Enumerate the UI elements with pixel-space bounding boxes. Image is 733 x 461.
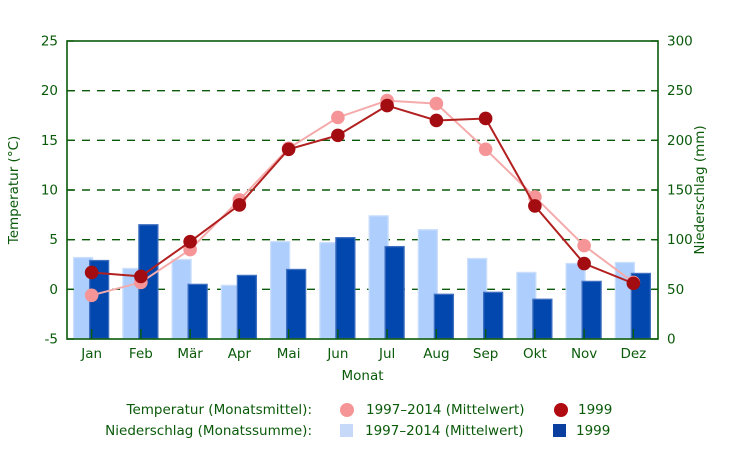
temp-point-1999 (183, 234, 197, 249)
temp-point-1999 (134, 269, 148, 284)
precip-bar-1999 (335, 237, 356, 340)
x-tick-label: Feb (129, 346, 153, 362)
temp-point-mean (429, 96, 444, 111)
y-tick-label-right: 100 (667, 232, 693, 248)
precip-bar-1999 (581, 280, 602, 340)
y-tick-label-right: 200 (667, 133, 693, 149)
legend-marker-temp-1999-icon (554, 402, 568, 417)
temp-point-1999 (84, 265, 99, 280)
y-tick-label-left: 15 (41, 133, 58, 149)
x-tick-label: Dez (620, 346, 646, 362)
y-tick-label-left: 10 (41, 183, 58, 199)
y-tick-label-left: -5 (45, 332, 58, 348)
legend-temp-1999-text: 1999 (578, 401, 613, 418)
x-tick-label: Jun (326, 346, 348, 362)
x-tick-label: Mai (277, 346, 301, 362)
legend-temp-mean-text: 1997–2014 (Mittelwert) (366, 401, 525, 418)
y-tick-label-right: 250 (667, 83, 693, 99)
y-tick-label-left: 5 (49, 232, 58, 248)
x-tick-label: Apr (228, 346, 252, 362)
temp-point-mean (84, 288, 99, 303)
temp-axis-title: Temperatur (°C) (6, 136, 22, 246)
temp-point-mean (331, 110, 345, 125)
legend-precip-mean-text: 1997–2014 (Mittelwert) (365, 422, 524, 439)
legend-marker-temp-mean-icon (340, 402, 354, 417)
precip-bar-1999 (236, 274, 258, 340)
precip-bar-1999 (532, 298, 553, 340)
temp-point-mean (577, 238, 591, 253)
legend-row-precipitation: Niederschlag (Monatssumme): 1997–2014 (M… (0, 420, 733, 441)
temp-point-1999 (232, 198, 247, 212)
x-tick-label: Jan (80, 346, 102, 362)
y-tick-label-left: 0 (49, 282, 58, 298)
y-tick-label-right: 150 (667, 183, 693, 199)
temp-point-1999 (528, 199, 542, 213)
x-tick-label: Aug (423, 346, 449, 362)
x-tick-label: Sep (473, 346, 498, 362)
legend: Temperatur (Monatsmittel): 1997–2014 (Mi… (0, 399, 733, 441)
temp-point-1999 (331, 128, 345, 143)
legend-marker-precip-mean-icon (340, 424, 353, 437)
legend-precip-1999-text: 1999 (576, 422, 611, 439)
x-tick-label: Nov (571, 346, 597, 362)
plot-border (66, 40, 659, 340)
y-tick-label-left: 20 (41, 83, 58, 99)
temp-point-mean (478, 142, 493, 157)
legend-temp-label: Temperatur (Monatsmittel): (126, 401, 313, 418)
legend-row-temperature: Temperatur (Monatsmittel): 1997–2014 (Mi… (0, 399, 733, 420)
y-tick-label-right: 50 (667, 282, 684, 298)
temp-point-1999 (380, 98, 394, 113)
legend-precip-label: Niederschlag (Monatssumme): (105, 422, 312, 439)
temp-point-1999 (626, 276, 641, 291)
precip-bar-1999 (433, 293, 455, 340)
y-tick-label-left: 25 (41, 34, 58, 50)
x-tick-label: Okt (523, 346, 547, 362)
temp-point-1999 (281, 142, 296, 157)
x-axis-title: Monat (341, 368, 383, 384)
precip-bar-1999 (187, 283, 208, 340)
precip-bar-1999 (285, 268, 307, 340)
temp-line-1999 (91, 104, 634, 285)
x-tick-label: Jul (378, 346, 395, 362)
temp-line-mean (91, 99, 634, 297)
x-tick-label: Mär (177, 346, 203, 362)
temp-point-1999 (478, 111, 493, 126)
precip-bar-1999 (384, 245, 405, 340)
y-tick-label-right: 0 (667, 332, 676, 348)
y-tick-label-right: 300 (667, 34, 693, 50)
precip-axis-title: Niederschlag (mm) (692, 125, 708, 254)
legend-marker-precip-1999-icon (553, 424, 566, 437)
temp-point-1999 (429, 113, 444, 128)
temp-point-1999 (577, 256, 591, 271)
precip-bar-1999 (482, 291, 504, 340)
